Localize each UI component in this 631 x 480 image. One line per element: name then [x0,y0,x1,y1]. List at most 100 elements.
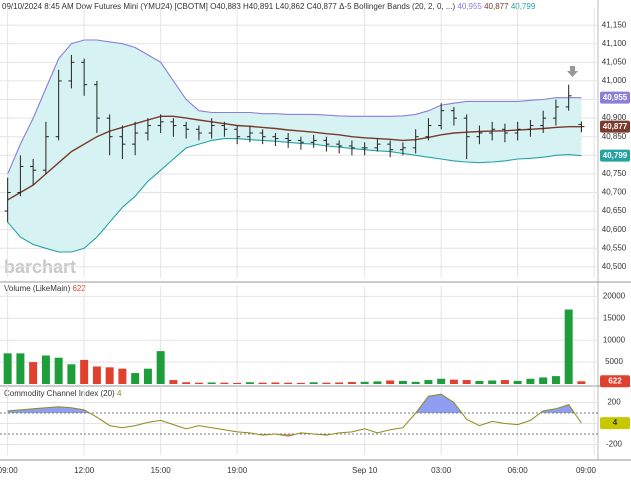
band-line [7,39,582,175]
volume-bar [194,382,203,384]
volume-bar [156,351,165,384]
volume-bar [488,380,497,384]
volume-bar [258,382,267,384]
x-tick-label: 15:00 [151,466,172,475]
cci-fill [7,394,582,413]
y-tick-label: -200 [606,440,623,449]
band-line [7,138,582,253]
value-tag [600,375,630,388]
value-tag [600,120,630,133]
x-tick-label: 19:00 [227,466,248,475]
y-tick-label: 41,150 [602,20,627,29]
x-tick-label: 09:00 [576,466,597,475]
y-tick-label: 200 [607,398,621,407]
volume-bar [118,368,127,384]
y-tick-label: 40,500 [602,262,627,271]
volume-bar [207,382,216,384]
volume-bar [143,368,152,384]
x-tick-label: 03:00 [431,466,452,475]
volume-bar [449,379,458,384]
volume-bar [335,382,344,384]
volume-bar [539,377,548,384]
volume-bar [411,381,420,384]
value-tag [600,149,630,162]
y-tick-label: 15000 [603,313,626,322]
x-tick-label: 12:00 [74,466,95,475]
band-value: 40,955 [457,2,482,11]
y-tick-label: 40,600 [602,225,627,234]
y-tick-label: 41,000 [602,76,627,85]
marker-arrow [567,66,578,77]
y-tick-label: 41,100 [602,39,627,48]
volume-bar [16,353,25,384]
y-tick-label: 40,550 [602,243,627,252]
x-tick-label: 06:00 [508,466,529,475]
y-tick-label: 40,700 [602,188,627,197]
value-tag [600,91,630,104]
volume-bar [564,309,573,384]
y-tick-label: 40,650 [602,206,627,215]
y-tick-label: 40,900 [602,113,627,122]
volume-bar [551,376,560,384]
volume-bar [67,364,76,384]
band-value: 40,877 [484,2,509,11]
value-tag-label: 622 [608,376,622,385]
volume-bar [41,355,50,384]
study: Bollinger Bands (20, 2, 0, ...) [354,2,456,11]
volume-bar [437,378,446,384]
volume-bar [182,382,191,384]
volume-bar [3,353,12,384]
value-tag-label: 40,799 [603,151,628,160]
panel-title: Volume (LikeMain) 622 [4,284,86,293]
volume-title: Volume (LikeMain) [4,284,71,293]
volume-bar [220,382,229,384]
y-tick-label: 5000 [605,357,623,366]
volume-bar [424,380,433,384]
volume-bar [169,380,178,384]
value-tag-label: 40,955 [603,93,628,102]
value-tag [600,417,630,430]
y-tick-label: 41,050 [602,57,627,66]
x-tick-label: Sep 10 [352,466,378,475]
volume-bar [360,381,369,384]
quote: O40,883 H40,891 L40,862 C40,877 Δ-5 [210,2,352,11]
volume-bar [105,367,114,384]
volume-bar [500,380,509,384]
volume-bar [513,380,522,384]
volume-bar [309,382,318,384]
volume-bar [347,382,356,384]
volume-bar [131,373,140,384]
volume-bar [322,382,331,384]
panel-title: Commodity Channel Index (20) 4 [4,389,122,398]
chart-title: 09/10/2024 8:45 AM Dow Futures Mini (YMU… [2,2,208,11]
volume-bar [373,381,382,384]
band-value: 40,799 [511,2,536,11]
y-tick-label: 10000 [603,335,626,344]
volume-bar [92,366,101,384]
y-tick-label: 40,850 [602,132,627,141]
header: 09/10/2024 8:45 AM Dow Futures Mini (YMU… [2,2,536,11]
volume-bar [577,381,586,384]
volume-bar [462,380,471,384]
volume-bar [233,382,242,384]
volume-bar [386,380,395,384]
volume-bar [296,382,305,384]
cci-line [7,393,582,437]
volume-bar [526,378,535,384]
band-line [7,115,582,201]
volume-bar [398,380,407,384]
volume-bar [475,380,484,384]
volume-bar [245,382,254,384]
volume-bar [80,359,89,384]
volume-bar [29,362,38,384]
value-tag-label: 40,877 [603,122,628,131]
cci-title: Commodity Channel Index (20) [4,389,115,398]
y-tick-label: 40,750 [602,169,627,178]
x-tick-label: 09:00 [0,466,18,475]
value-tag-label: 4 [613,418,618,427]
y-tick-label: 20000 [603,291,626,300]
volume-last: 622 [72,284,86,293]
band-fill [7,40,582,252]
volume-bar [271,382,280,384]
